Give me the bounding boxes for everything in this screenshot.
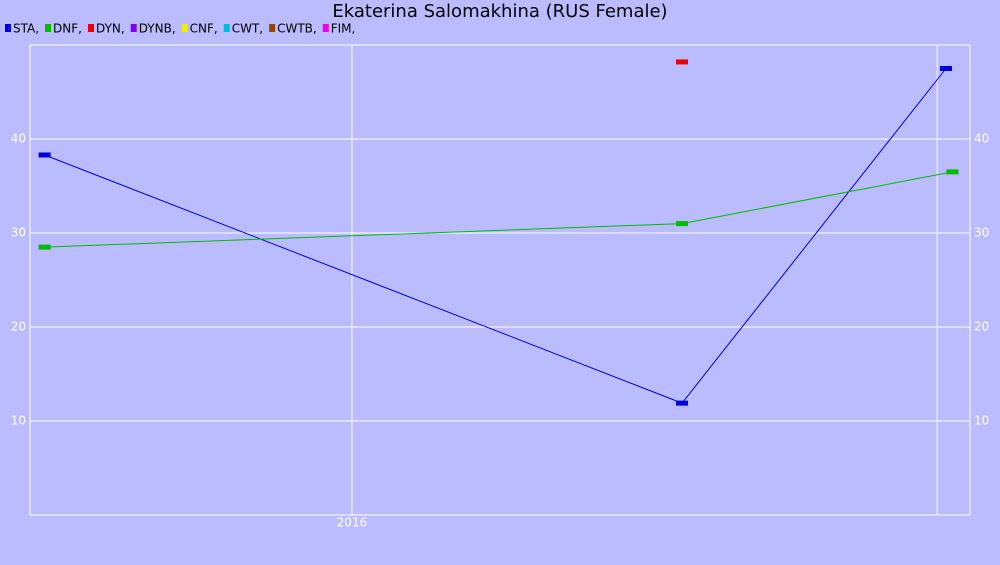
x-tick-label: 2016: [337, 516, 368, 530]
legend-label: DYNB,: [139, 22, 176, 36]
y-tick-label: 40: [11, 132, 26, 146]
legend-swatch: [223, 24, 230, 32]
point: [940, 66, 953, 71]
y-tick-label-right: 40: [974, 132, 989, 146]
legend-label: CWTB,: [277, 22, 317, 36]
point: [676, 59, 689, 65]
point: [38, 152, 51, 158]
point: [946, 169, 959, 175]
point: [676, 221, 689, 227]
point: [676, 400, 689, 406]
legend-swatch: [5, 24, 11, 32]
legend-label: STA,: [13, 22, 39, 36]
legend-label: CNF,: [190, 22, 218, 36]
y-tick-label: 20: [11, 320, 26, 334]
y-tick-label-right: 30: [974, 226, 989, 240]
legend-swatch: [87, 24, 94, 32]
plot-area: [29, 44, 971, 516]
legend-swatch: [130, 24, 137, 32]
legend-label: DNF,: [53, 22, 82, 36]
legend-swatch: [45, 24, 52, 32]
y-tick-label-right: 10: [974, 414, 989, 428]
legend-swatch: [322, 24, 329, 32]
legend-label: DYN,: [96, 22, 125, 36]
legend-swatch: [181, 24, 188, 32]
y-tick-label: 10: [11, 414, 26, 428]
y-tick-label-right: 20: [974, 320, 989, 334]
point: [38, 244, 51, 250]
legend-label: CWT,: [232, 22, 263, 36]
chart-title: Ekaterina Salomakhina (RUS Female): [332, 1, 667, 22]
y-tick-label: 30: [11, 226, 26, 240]
legend-swatch: [269, 24, 276, 32]
legend-label: FIM,: [331, 22, 356, 36]
